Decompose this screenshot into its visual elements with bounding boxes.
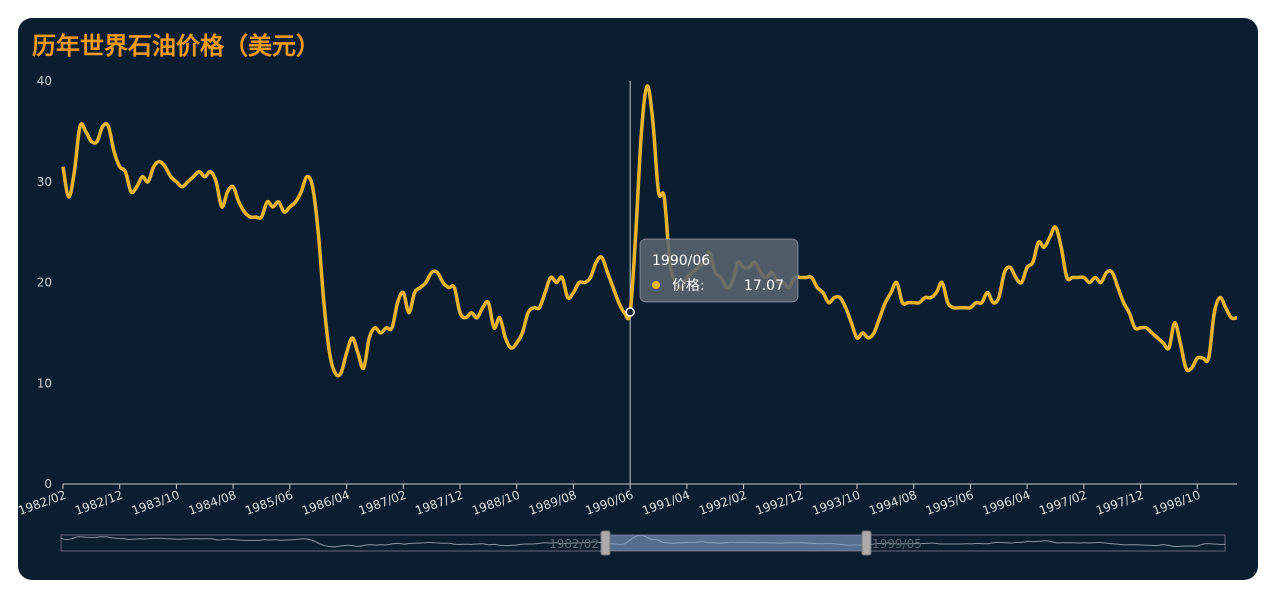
zoom-handle [600, 530, 611, 556]
zoom-window [605, 535, 866, 551]
chart-title: 历年世界石油价格（美元） [32, 32, 320, 60]
tooltip-value: 17.07 [744, 278, 784, 294]
tooltip-label: 价格: [672, 278, 705, 294]
hover-point [625, 307, 635, 317]
price-line [61, 84, 1238, 378]
y-tick-label: 40 [37, 74, 52, 88]
tooltip-date: 1990/06 [652, 253, 710, 269]
y-tick-label: 10 [37, 376, 52, 390]
zoom-start-label: 1982/02 [549, 537, 599, 551]
y-tick-label: 20 [37, 276, 52, 290]
zoom-handle [861, 530, 872, 556]
y-tick-label: 0 [44, 477, 52, 491]
zoom-end-label: 1999/05 [872, 537, 922, 551]
y-tick-label: 30 [37, 175, 52, 189]
tooltip-box [639, 238, 799, 303]
tooltip: 1990/06 价格: 17.07 [639, 238, 799, 303]
card [18, 18, 1258, 580]
tooltip-dot [652, 281, 660, 289]
